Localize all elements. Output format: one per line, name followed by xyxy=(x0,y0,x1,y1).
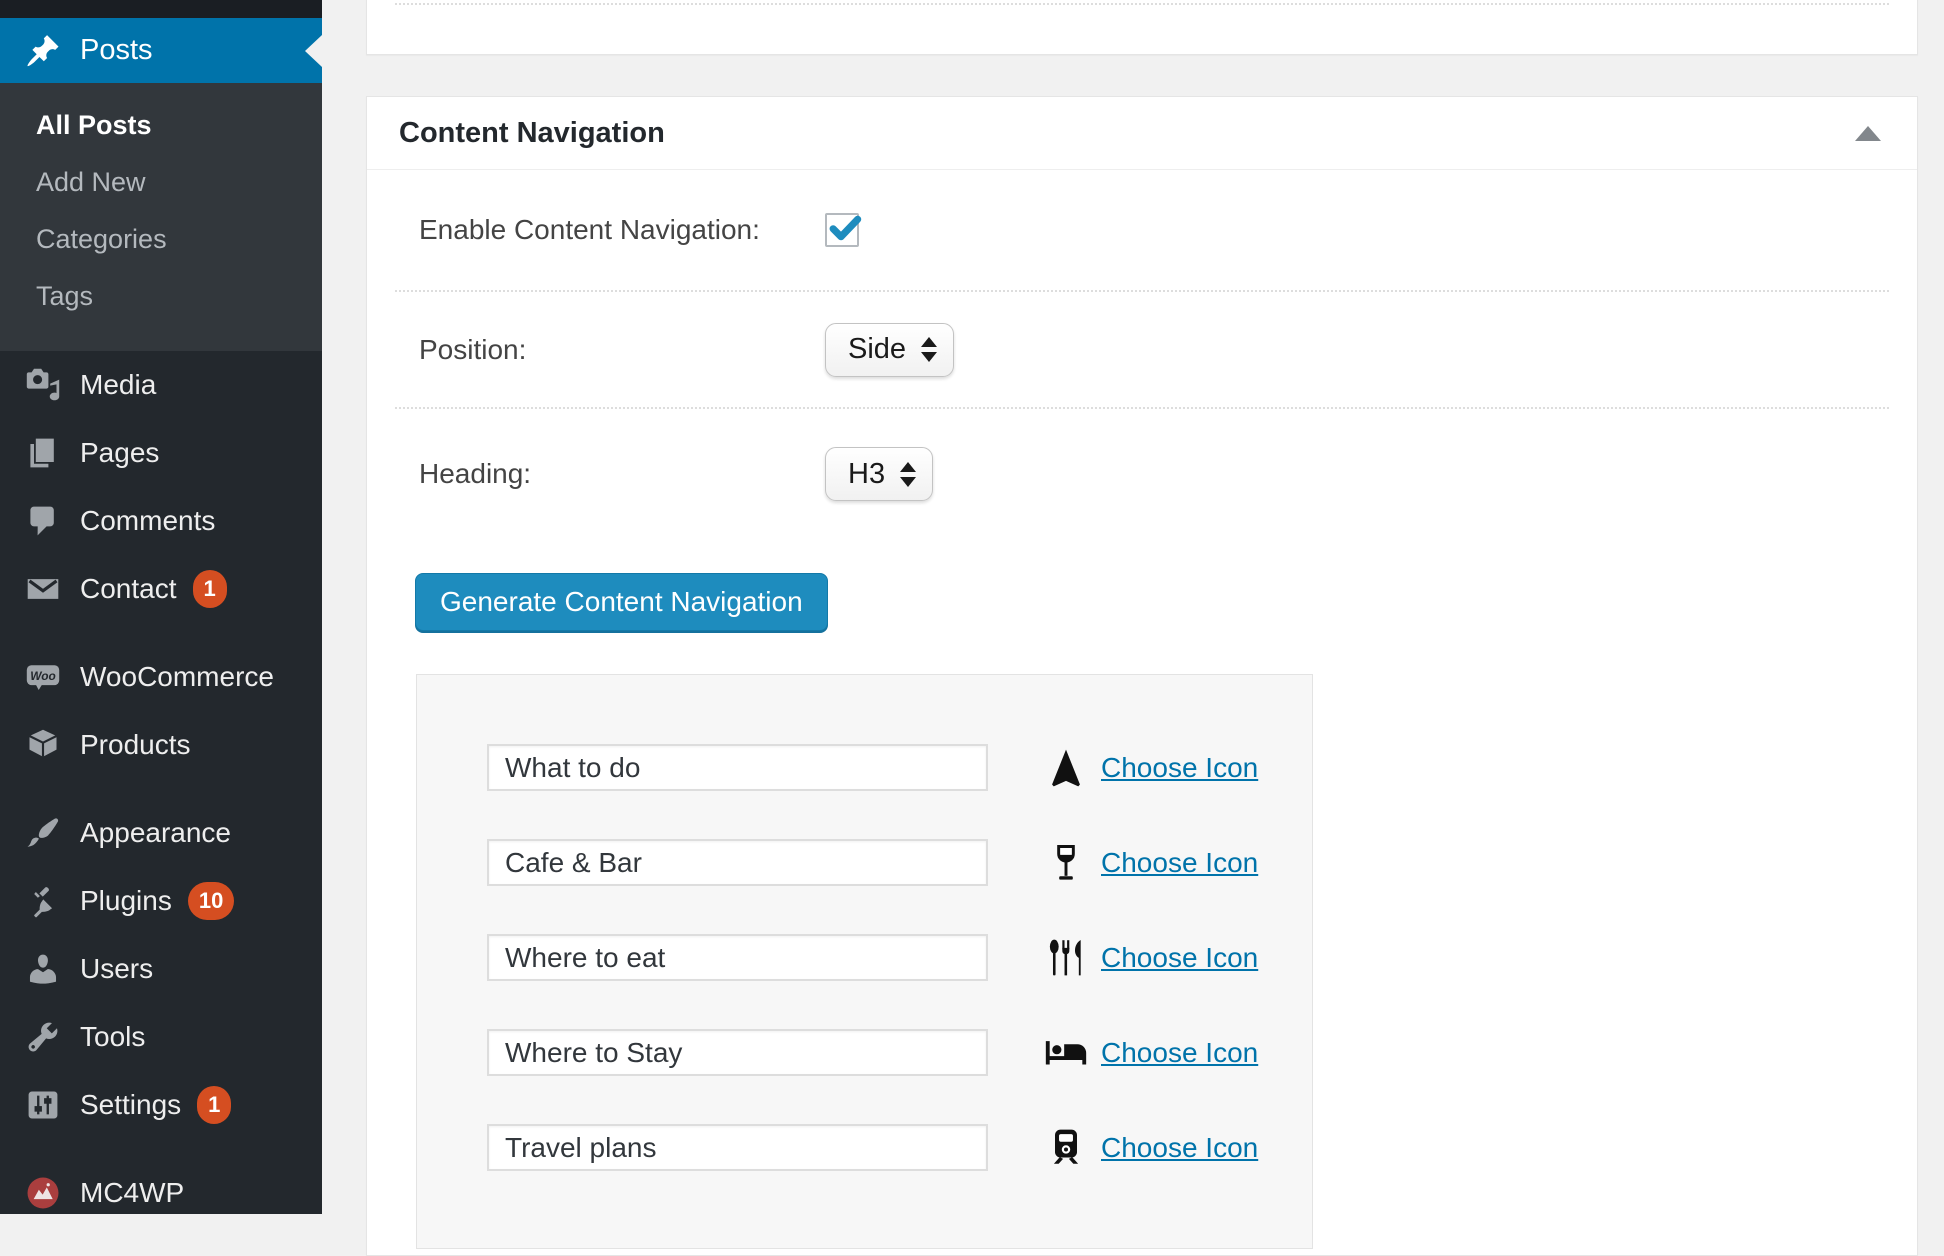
sidebar-item-media[interactable]: Media xyxy=(0,351,322,419)
sidebar-item-mc4wp[interactable]: MC4WP xyxy=(0,1159,322,1227)
collapsed-panel-above xyxy=(366,0,1918,55)
generate-content-navigation-button[interactable]: Generate Content Navigation xyxy=(415,573,828,631)
sidebar-item-label: Tools xyxy=(80,1021,146,1052)
dotted-divider xyxy=(395,3,1889,5)
sidebar-item-tools[interactable]: Tools xyxy=(0,1003,322,1071)
submenu-item-add-new[interactable]: Add New xyxy=(36,167,146,197)
wrench-icon xyxy=(24,1018,62,1056)
position-label: Position: xyxy=(419,333,527,365)
content-navigation-metabox: Content Navigation Enable Content Naviga… xyxy=(366,96,1918,1256)
sidebar-item-label: Settings xyxy=(80,1089,182,1120)
sidebar-item-label: Products xyxy=(80,729,191,760)
comment-bubble-icon xyxy=(24,502,62,540)
sidebar-item-label: Media xyxy=(80,369,157,400)
heading-row: Heading: H3 xyxy=(367,409,1917,539)
pages-icon xyxy=(24,434,62,472)
select-spinner-icon xyxy=(921,337,938,362)
sidebar-item-woocommerce[interactable]: Woo WooCommerce xyxy=(0,643,322,711)
metabox-header[interactable]: Content Navigation xyxy=(367,97,1917,170)
heading-select-value: H3 xyxy=(848,457,886,490)
triangle-up-icon[interactable] xyxy=(1855,125,1881,141)
sidebar-item-label: Appearance xyxy=(80,817,232,848)
nav-items-panel: Choose Icon Choose Icon Choose Icon xyxy=(416,674,1313,1249)
sidebar-item-posts[interactable]: Posts xyxy=(0,18,322,83)
product-box-icon xyxy=(24,726,62,764)
nav-item-title-input[interactable] xyxy=(487,1029,988,1076)
envelope-icon xyxy=(24,570,62,608)
navigation-arrow-icon xyxy=(1043,745,1089,791)
choose-icon-link[interactable]: Choose Icon xyxy=(1101,751,1259,783)
position-select-value: Side xyxy=(848,333,907,365)
sidebar-item-label: Users xyxy=(80,953,154,984)
submenu-item-tags[interactable]: Tags xyxy=(36,281,94,311)
pushpin-icon xyxy=(24,32,62,70)
choose-icon-link[interactable]: Choose Icon xyxy=(1101,941,1259,973)
contact-count-badge: 1 xyxy=(192,570,227,608)
sidebar-item-label: Posts xyxy=(80,34,153,66)
choose-icon-link[interactable]: Choose Icon xyxy=(1101,1036,1259,1068)
sidebar-item-pages[interactable]: Pages xyxy=(0,419,322,487)
select-spinner-icon xyxy=(900,461,917,487)
enable-row: Enable Content Navigation: xyxy=(367,170,1917,290)
settings-count-badge: 1 xyxy=(197,1086,232,1124)
nav-item-row: Choose Icon xyxy=(417,815,1312,910)
nav-item-row: Choose Icon xyxy=(417,1100,1312,1195)
nav-item-title-input[interactable] xyxy=(487,934,988,981)
nav-item-title-input[interactable] xyxy=(487,839,988,886)
svg-text:Woo: Woo xyxy=(30,669,55,683)
admin-sidebar: Posts All Posts Add New Categories Tags … xyxy=(0,0,322,1214)
enable-label: Enable Content Navigation: xyxy=(419,214,760,245)
sidebar-item-settings[interactable]: Settings 1 xyxy=(0,1071,322,1139)
sidebar-item-label: Contact xyxy=(80,573,177,604)
enable-checkbox[interactable] xyxy=(825,213,862,247)
sidebar-item-contact[interactable]: Contact 1 xyxy=(0,555,322,623)
mc4wp-logo-icon xyxy=(24,1174,62,1212)
sidebar-item-label: MC4WP xyxy=(80,1177,185,1208)
submenu-item-all-posts[interactable]: All Posts xyxy=(36,110,152,140)
sidebar-top-strip xyxy=(0,0,322,18)
plug-icon xyxy=(24,882,62,920)
train-icon xyxy=(1043,1125,1089,1171)
metabox-title: Content Navigation xyxy=(399,116,665,149)
sidebar-item-comments[interactable]: Comments xyxy=(0,487,322,555)
choose-icon-link[interactable]: Choose Icon xyxy=(1101,846,1259,878)
user-icon xyxy=(24,950,62,988)
hotel-bed-icon xyxy=(1043,1030,1089,1076)
current-menu-arrow xyxy=(305,34,322,67)
admin-content-area: Content Navigation Enable Content Naviga… xyxy=(322,0,1944,1256)
nav-item-title-input[interactable] xyxy=(487,744,988,791)
heading-select[interactable]: H3 xyxy=(825,447,934,501)
sidebar-item-label: WooCommerce xyxy=(80,661,274,692)
submenu-item-categories[interactable]: Categories xyxy=(36,224,167,254)
sidebar-item-plugins[interactable]: Plugins 10 xyxy=(0,867,322,935)
nav-item-row: Choose Icon xyxy=(417,720,1312,815)
nav-item-row: Choose Icon xyxy=(417,910,1312,1005)
wine-glass-icon xyxy=(1043,840,1089,886)
sidebar-item-label: Pages xyxy=(80,437,160,468)
cutlery-icon xyxy=(1043,935,1089,981)
sidebar-item-users[interactable]: Users xyxy=(0,935,322,1003)
dotted-divider xyxy=(395,407,1889,409)
heading-label: Heading: xyxy=(419,458,532,489)
sliders-icon xyxy=(24,1086,62,1124)
sidebar-item-label: Plugins xyxy=(80,885,172,916)
sidebar-item-products[interactable]: Products xyxy=(0,711,322,779)
generate-button-row: Generate Content Navigation xyxy=(367,573,1917,631)
paintbrush-icon xyxy=(24,814,62,852)
nav-item-row: Choose Icon xyxy=(417,1005,1312,1100)
nav-item-title-input[interactable] xyxy=(487,1124,988,1171)
woocommerce-icon: Woo xyxy=(24,658,62,696)
choose-icon-link[interactable]: Choose Icon xyxy=(1101,1131,1259,1163)
sidebar-item-appearance[interactable]: Appearance xyxy=(0,799,322,867)
sidebar-item-label: Comments xyxy=(80,505,216,536)
position-row: Position: Side xyxy=(367,292,1917,407)
media-icon xyxy=(24,366,62,404)
dotted-divider xyxy=(395,290,1889,292)
plugins-count-badge: 10 xyxy=(187,882,235,920)
posts-submenu: All Posts Add New Categories Tags xyxy=(0,83,322,351)
position-select[interactable]: Side xyxy=(825,322,955,377)
